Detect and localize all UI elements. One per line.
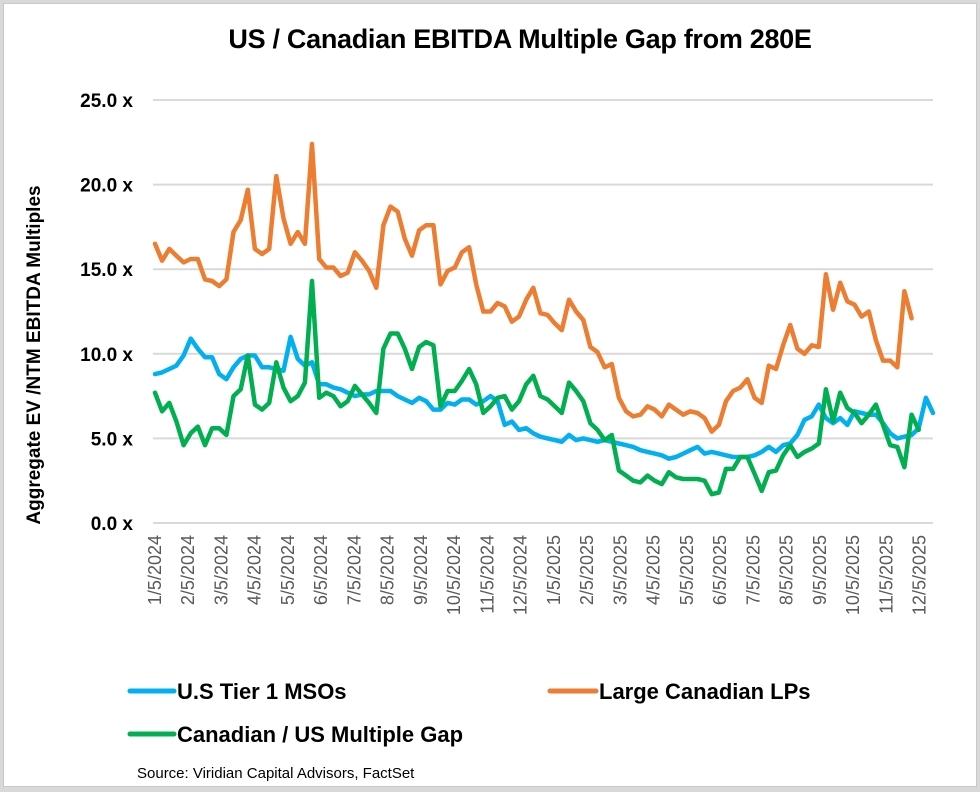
x-tick-label: 7/5/2024: [344, 535, 364, 605]
y-tick-label: 0.0 x: [91, 514, 134, 535]
x-tick-label: 4/5/2025: [644, 535, 664, 605]
chart-title: US / Canadian EBITDA Multiple Gap from 2…: [228, 24, 812, 54]
y-tick-label: 10.0 x: [80, 345, 133, 366]
series-line-us-tier1: [152, 334, 936, 461]
x-tick-label: 5/5/2025: [677, 535, 697, 605]
x-tick-label: 9/5/2025: [810, 535, 830, 605]
x-tick-label: 11/5/2025: [876, 535, 896, 614]
x-axis-ticks: 1/5/2024 2/5/2024 3/5/2024 4/5/2024 5/5/2024…: [145, 535, 930, 615]
y-tick-label: 20.0 x: [80, 176, 133, 197]
x-tick-label: 5/5/2024: [278, 535, 298, 605]
x-tick-label: 8/5/2025: [777, 535, 797, 605]
x-tick-label: 11/5/2024: [477, 535, 497, 614]
x-tick-label: 2/5/2024: [178, 535, 198, 605]
source-note: Source: Viridian Capital Advisors, FactS…: [137, 765, 415, 782]
series-line-canadian-lps: [152, 141, 914, 434]
x-tick-label: 2/5/2025: [577, 535, 597, 605]
x-tick-label: 6/5/2025: [710, 535, 730, 605]
x-tick-label: 1/5/2025: [544, 535, 564, 605]
legend-label-multiple-gap: Canadian / US Multiple Gap: [177, 722, 463, 747]
x-tick-label: 3/5/2024: [211, 535, 231, 605]
legend-label-canadian-lps: Large Canadian LPs: [599, 679, 811, 704]
x-tick-label: 1/5/2024: [145, 535, 165, 605]
y-axis-ticks: 0.0 x 5.0 x 10.0 x 15.0 x 20.0 x 25.0 x: [80, 91, 133, 535]
y-tick-label: 5.0 x: [91, 429, 134, 450]
y-axis-label: Aggregate EV /NTM EBITDA Multiples: [24, 185, 45, 524]
x-tick-label: 8/5/2024: [378, 535, 398, 605]
legend: U.S Tier 1 MSOs Large Canadian LPs Canad…: [127, 679, 811, 747]
x-tick-label: 12/5/2025: [910, 535, 930, 615]
x-tick-label: 9/5/2024: [411, 535, 431, 605]
x-tick-label: 6/5/2024: [311, 535, 331, 605]
legend-label-us-tier1: U.S Tier 1 MSOs: [177, 679, 347, 704]
x-tick-label: 10/5/2024: [444, 535, 464, 615]
x-tick-label: 3/5/2025: [610, 535, 630, 605]
series-line-multiple-gap: [152, 278, 921, 497]
x-tick-label: 7/5/2025: [743, 535, 763, 605]
gridlines: [153, 99, 933, 524]
x-tick-label: 12/5/2024: [511, 535, 531, 615]
series-lines: [152, 141, 936, 497]
x-tick-label: 10/5/2025: [843, 535, 863, 615]
x-tick-label: 4/5/2024: [245, 535, 265, 605]
y-tick-label: 15.0 x: [80, 260, 133, 281]
y-tick-label: 25.0 x: [80, 91, 133, 112]
